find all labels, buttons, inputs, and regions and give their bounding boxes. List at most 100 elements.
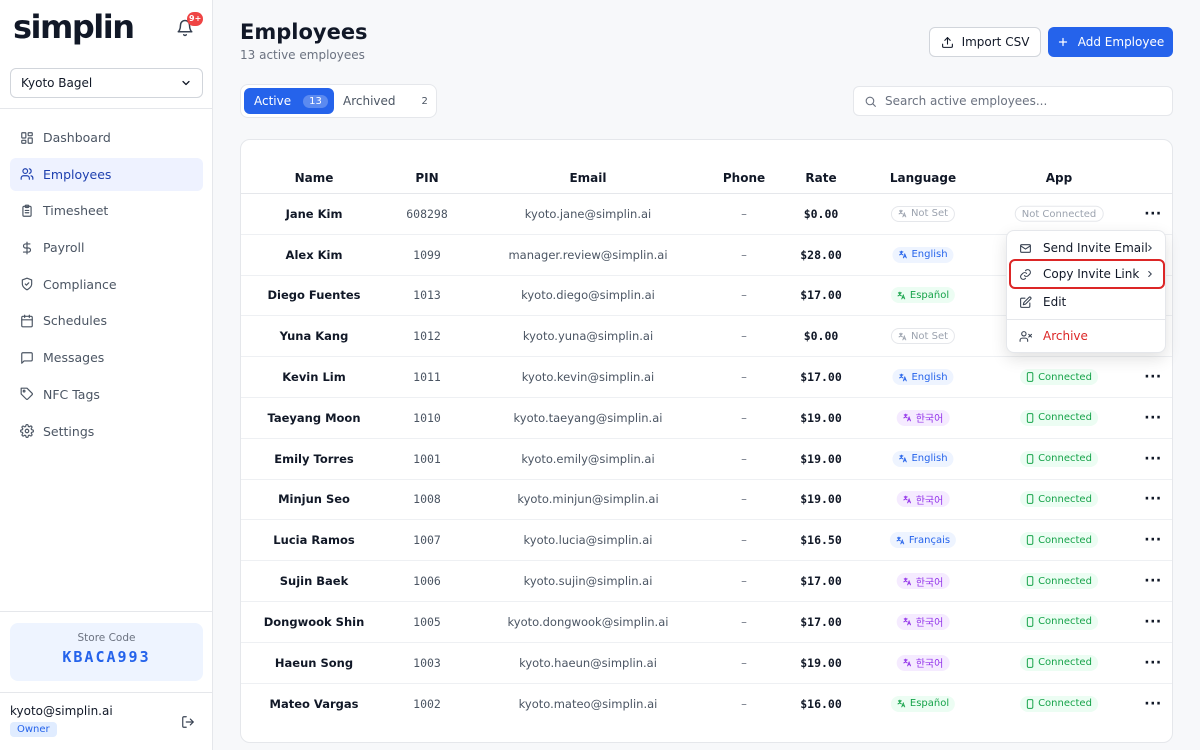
more-actions-icon[interactable]: ··· xyxy=(1144,205,1162,222)
language-badge: Español xyxy=(890,695,956,712)
search-input[interactable] xyxy=(885,94,1155,108)
employee-phone: – xyxy=(741,451,747,466)
app-status-badge: Connected xyxy=(1020,491,1098,508)
translate-icon xyxy=(897,291,906,300)
language-badge: Español xyxy=(890,287,956,304)
employee-rate: $17.00 xyxy=(800,288,842,303)
employee-email: kyoto.kevin@simplin.ai xyxy=(521,370,655,385)
sidebar-item-settings[interactable]: Settings xyxy=(10,415,203,448)
more-actions-icon[interactable]: ··· xyxy=(1144,450,1162,467)
sidebar-item-dashboard[interactable]: Dashboard xyxy=(10,121,203,154)
more-actions-icon[interactable]: ··· xyxy=(1144,573,1162,590)
column-header-email[interactable]: Email xyxy=(569,171,607,185)
edit-item[interactable]: Edit xyxy=(1011,289,1163,315)
sidebar-item-nfc-tags[interactable]: NFC Tags xyxy=(10,378,203,411)
table-row[interactable]: Sujin Baek 1006 kyoto.sujin@simplin.ai – $17… xyxy=(241,561,1172,602)
app-status-badge: Connected xyxy=(1020,369,1098,386)
import-csv-button[interactable]: Import CSV xyxy=(929,27,1041,57)
add-employee-button[interactable]: Add Employee xyxy=(1048,27,1173,57)
table-row[interactable]: Alex Kim 1099 manager.review@simplin.ai – $2… xyxy=(241,235,1172,276)
more-actions-icon[interactable]: ··· xyxy=(1144,409,1162,426)
user-email: kyoto@simplin.ai xyxy=(10,704,113,718)
tab-active[interactable]: Active 13 xyxy=(244,88,334,114)
table-row[interactable]: Lucia Ramos 1007 kyoto.lucia@simplin.ai – $1… xyxy=(241,520,1172,562)
notification-badge: 9+ xyxy=(187,12,204,26)
copy-invite-link-item[interactable]: Copy Invite Link xyxy=(1009,259,1165,289)
more-actions-icon[interactable]: ··· xyxy=(1144,613,1162,630)
language-label: Français xyxy=(908,534,951,546)
store-code-value[interactable]: KBACA993 xyxy=(62,648,151,666)
column-header-pin[interactable]: PIN xyxy=(415,171,439,185)
employee-email: manager.review@simplin.ai xyxy=(508,247,668,262)
employee-name: Emily Torres xyxy=(274,451,354,466)
phone-icon xyxy=(1026,576,1034,586)
translate-icon xyxy=(896,536,905,545)
language-label: English xyxy=(911,371,948,383)
column-header-phone[interactable]: Phone xyxy=(722,171,766,185)
employee-pin: 1008 xyxy=(413,492,441,507)
table-row[interactable]: Mateo Vargas 1002 kyoto.mateo@simplin.ai – $… xyxy=(241,684,1172,725)
employee-phone: – xyxy=(741,288,747,303)
bell-icon[interactable] xyxy=(176,19,194,37)
app-status-cell: Connected xyxy=(1020,369,1098,386)
column-header-rate[interactable]: Rate xyxy=(805,171,837,185)
menu-divider xyxy=(1007,319,1165,320)
language-label: 한국어 xyxy=(915,577,944,589)
role-badge: Owner xyxy=(10,722,57,737)
translate-icon xyxy=(898,210,907,218)
tab-archived[interactable]: Archived 2 xyxy=(341,88,431,114)
employee-rate: $0.00 xyxy=(803,329,839,344)
more-actions-icon[interactable]: ··· xyxy=(1144,491,1162,508)
app-logo[interactable]: simplin xyxy=(13,8,135,46)
more-actions-icon[interactable]: ··· xyxy=(1144,695,1162,712)
table-row[interactable]: Minjun Seo 1008 kyoto.minjun@simplin.ai – $1… xyxy=(241,480,1172,521)
sidebar-item-timesheet[interactable]: Timesheet xyxy=(10,194,203,227)
column-header-app[interactable]: App xyxy=(1045,171,1073,185)
employee-pin: 1002 xyxy=(413,696,441,711)
send-invite-email-item[interactable]: Send Invite Email xyxy=(1011,235,1163,261)
dollar-icon xyxy=(22,241,32,254)
language-badge-cell: Not Set xyxy=(890,328,956,345)
table-row[interactable]: Haeun Song 1003 kyoto.haeun@simplin.ai – $19… xyxy=(241,643,1172,684)
menu-item-label: Copy Invite Link xyxy=(1043,267,1140,281)
table-row[interactable]: Kevin Lim 1011 kyoto.kevin@simplin.ai – $17.… xyxy=(241,357,1172,398)
table-row[interactable]: Diego Fuentes 1013 kyoto.diego@simplin.ai –… xyxy=(241,276,1172,317)
table-row[interactable]: Emily Torres 1001 kyoto.emily@simplin.ai – $… xyxy=(241,439,1172,480)
more-actions-icon[interactable]: ··· xyxy=(1144,369,1162,386)
sidebar-item-employees[interactable]: Employees xyxy=(10,157,203,191)
sidebar-item-label: Dashboard xyxy=(43,130,111,145)
sidebar-item-payroll[interactable]: Payroll xyxy=(10,231,203,264)
employee-email: kyoto.minjun@simplin.ai xyxy=(517,492,659,507)
language-badge: Français xyxy=(889,532,957,549)
employee-phone: – xyxy=(741,410,747,425)
store-select[interactable]: Kyoto Bagel xyxy=(10,68,203,98)
sidebar-item-schedules[interactable]: Schedules xyxy=(10,304,203,337)
language-badge: Not Set xyxy=(890,205,956,222)
phone-icon xyxy=(1026,453,1034,464)
status-tabs: Active 13 Archived 2 xyxy=(240,84,437,118)
logout-icon[interactable] xyxy=(181,715,195,729)
table-row[interactable]: Jane Kim 608298 kyoto.jane@simplin.ai – $0.0… xyxy=(241,194,1172,235)
more-actions-icon[interactable]: ··· xyxy=(1144,654,1162,671)
column-header-name[interactable]: Name xyxy=(294,171,334,185)
employee-phone: – xyxy=(741,696,747,711)
table-row[interactable]: Dongwook Shin 1005 kyoto.dongwook@simplin.… xyxy=(241,602,1172,643)
app-status-label: Connected xyxy=(1038,657,1092,669)
employee-pin: 1099 xyxy=(413,247,441,262)
employee-email: kyoto.yuna@simplin.ai xyxy=(522,329,654,344)
sidebar-item-messages[interactable]: Messages xyxy=(10,341,203,374)
employee-pin: 1001 xyxy=(413,451,441,466)
employee-rate: $17.00 xyxy=(800,614,842,629)
sidebar-item-compliance[interactable]: Compliance xyxy=(10,268,203,301)
app-status-cell: Connected xyxy=(1020,491,1098,508)
language-badge-cell: 한국어 xyxy=(896,491,950,508)
language-label: English xyxy=(911,453,948,465)
upload-icon xyxy=(941,36,953,48)
employee-pin: 1007 xyxy=(413,533,441,548)
chevron-right-icon xyxy=(1148,270,1152,278)
more-actions-icon[interactable]: ··· xyxy=(1144,532,1162,549)
archive-item[interactable]: Archive xyxy=(1011,323,1163,349)
column-header-language[interactable]: Language xyxy=(889,171,957,185)
language-badge-cell: 한국어 xyxy=(896,654,950,671)
table-row[interactable]: Taeyang Moon 1010 kyoto.taeyang@simplin.ai… xyxy=(241,398,1172,439)
